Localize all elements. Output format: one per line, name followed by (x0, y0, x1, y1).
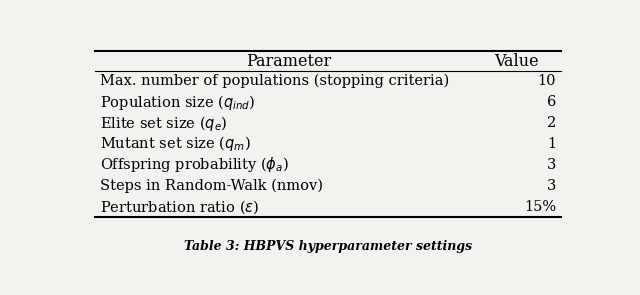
Text: Offspring probability ($\phi_{a}$): Offspring probability ($\phi_{a}$) (100, 155, 289, 174)
Text: 15%: 15% (524, 200, 556, 214)
Text: 2: 2 (547, 116, 556, 130)
Text: 3: 3 (547, 158, 556, 172)
Text: Perturbation ratio ($\epsilon$): Perturbation ratio ($\epsilon$) (100, 198, 259, 216)
Text: 3: 3 (547, 179, 556, 193)
Text: 6: 6 (547, 95, 556, 109)
Text: Table 3: HBPVS hyperparameter settings: Table 3: HBPVS hyperparameter settings (184, 240, 472, 253)
Text: Mutant set size ($q_{m}$): Mutant set size ($q_{m}$) (100, 135, 251, 153)
Text: Value: Value (494, 53, 539, 70)
Text: Population size ($q_{ind}$): Population size ($q_{ind}$) (100, 93, 255, 112)
Text: Max. number of populations (stopping criteria): Max. number of populations (stopping cri… (100, 74, 449, 88)
Text: Steps in Random-Walk (nmov): Steps in Random-Walk (nmov) (100, 178, 323, 193)
Text: 1: 1 (547, 137, 556, 151)
Text: 10: 10 (538, 74, 556, 88)
Text: Parameter: Parameter (246, 53, 331, 70)
Text: Elite set size ($q_{e}$): Elite set size ($q_{e}$) (100, 114, 227, 132)
